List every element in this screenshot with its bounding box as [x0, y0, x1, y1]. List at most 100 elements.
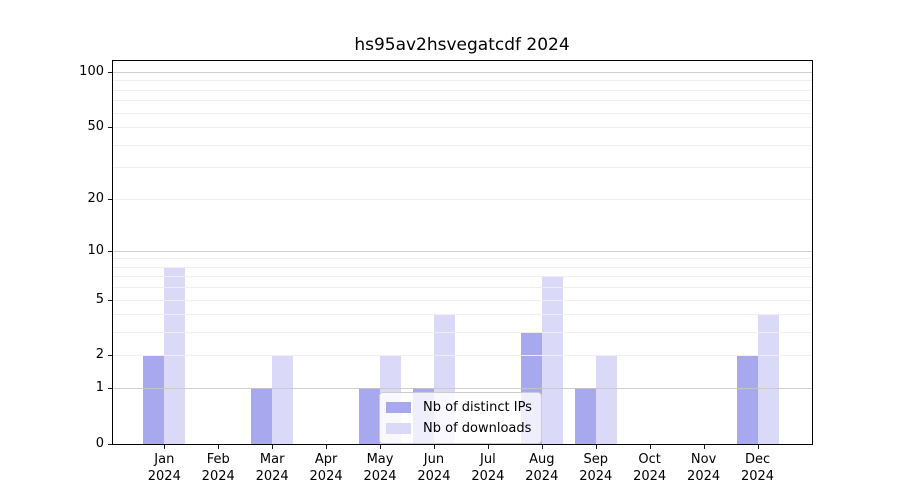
gridline-minor [113, 198, 812, 200]
x-tick-month: May [366, 452, 394, 467]
bar-downloads-sep [595, 355, 617, 444]
y-tick-mark [108, 299, 112, 301]
gridline-minor [113, 299, 812, 301]
x-tick-year: 2024 [201, 469, 235, 484]
y-tick-mark [108, 355, 112, 357]
bar-downloads-jan [164, 266, 186, 444]
bar-downloads-mar [272, 355, 294, 444]
y-tick-mark [108, 127, 112, 128]
gridline-minor [113, 112, 812, 114]
x-tick-label: May 2024 [348, 451, 412, 485]
x-tick-year: 2024 [147, 469, 181, 484]
x-tick-mark [218, 445, 220, 449]
x-tick-month: Sep [583, 452, 608, 467]
gridline-minor [113, 80, 812, 82]
gridline-minor [113, 276, 812, 278]
gridline-minor [113, 100, 812, 102]
y-tick-mark [108, 444, 112, 445]
x-tick-label: Dec 2024 [726, 451, 790, 485]
bar-distinct-ips-dec [736, 355, 758, 444]
gridline-minor [113, 127, 812, 128]
x-tick-year: 2024 [633, 469, 667, 484]
gridline-minor [113, 258, 812, 260]
y-tick-label: 50 [87, 119, 104, 134]
x-tick-mark [703, 445, 705, 449]
x-tick-month: Apr [314, 452, 338, 467]
x-tick-month: Nov [690, 452, 717, 467]
x-tick-label: Apr 2024 [294, 451, 358, 485]
gridline-minor [113, 266, 812, 268]
x-tick-month: Jun [423, 452, 445, 467]
y-tick-mark [108, 198, 112, 200]
x-tick-label: Nov 2024 [672, 451, 736, 485]
x-tick-mark [164, 445, 166, 449]
gridline-major [113, 71, 812, 73]
gridline-minor [113, 287, 812, 289]
x-tick-year: 2024 [309, 469, 343, 484]
bar-downloads-aug [541, 276, 563, 444]
legend-swatch-distinct-ips [386, 401, 411, 413]
gridline-minor [113, 355, 812, 357]
legend-item-distinct-ips: Nb of distinct IPs [386, 398, 532, 416]
bar-distinct-ips-jan [143, 355, 165, 444]
x-tick-label: Feb 2024 [186, 451, 250, 485]
x-tick-label: Jun 2024 [402, 451, 466, 485]
x-tick-mark [272, 445, 274, 449]
x-tick-mark [487, 445, 489, 449]
bar-distinct-ips-mar [251, 388, 273, 444]
y-tick-label: 10 [87, 242, 104, 258]
y-tick-label: 5 [95, 291, 104, 307]
y-tick-label: 100 [79, 63, 104, 79]
x-tick-year: 2024 [687, 469, 721, 484]
x-tick-month: Jan [154, 452, 175, 467]
y-tick-label: 1 [95, 380, 104, 396]
gridline-minor [113, 167, 812, 169]
x-tick-mark [380, 445, 382, 449]
x-tick-label: Sep 2024 [564, 451, 628, 485]
x-tick-month: Aug [529, 452, 555, 467]
x-tick-year: 2024 [525, 469, 559, 484]
x-tick-label: Oct 2024 [618, 451, 682, 485]
x-tick-mark [595, 445, 597, 449]
x-tick-mark [757, 445, 759, 449]
bar-downloads-dec [757, 314, 779, 444]
gridline-minor [113, 314, 812, 316]
gridline-minor [113, 332, 812, 334]
y-tick-label: 0 [95, 436, 104, 451]
x-tick-label: Mar 2024 [240, 451, 304, 485]
x-tick-month: Oct [638, 452, 661, 467]
legend-item-downloads: Nb of downloads [386, 419, 532, 437]
x-tick-year: 2024 [417, 469, 451, 484]
gridline-minor [113, 144, 812, 146]
x-tick-label: Jul 2024 [456, 451, 520, 485]
x-tick-year: 2024 [579, 469, 613, 484]
gridline-major [113, 250, 812, 252]
legend-label-distinct-ips: Nb of distinct IPs [423, 399, 532, 415]
chart-title: hs95av2hsvegatcdf 2024 [354, 35, 570, 55]
y-tick-label: 2 [95, 347, 104, 363]
x-tick-month: Jul [480, 452, 496, 467]
legend-swatch-downloads [386, 422, 411, 434]
gridline-minor [113, 89, 812, 91]
y-tick-mark [108, 250, 112, 252]
x-tick-mark [433, 445, 435, 449]
x-tick-month: Feb [206, 452, 230, 467]
legend-label-downloads: Nb of downloads [423, 420, 532, 436]
x-tick-mark [326, 445, 328, 449]
x-tick-month: Mar [259, 452, 285, 467]
x-tick-label: Jan 2024 [132, 451, 196, 485]
x-tick-year: 2024 [255, 469, 289, 484]
legend: Nb of distinct IPs Nb of downloads [379, 392, 542, 444]
gridline-major [113, 388, 812, 390]
x-tick-year: 2024 [363, 469, 397, 484]
bar-distinct-ips-sep [574, 388, 596, 444]
x-tick-mark [649, 445, 651, 449]
x-tick-mark [541, 445, 543, 449]
y-tick-label: 20 [87, 190, 104, 206]
x-tick-label: Aug 2024 [510, 451, 574, 485]
y-tick-mark [108, 71, 112, 73]
bar-distinct-ips-may [359, 388, 381, 444]
x-tick-month: Dec [744, 452, 771, 467]
y-tick-mark [108, 388, 112, 390]
